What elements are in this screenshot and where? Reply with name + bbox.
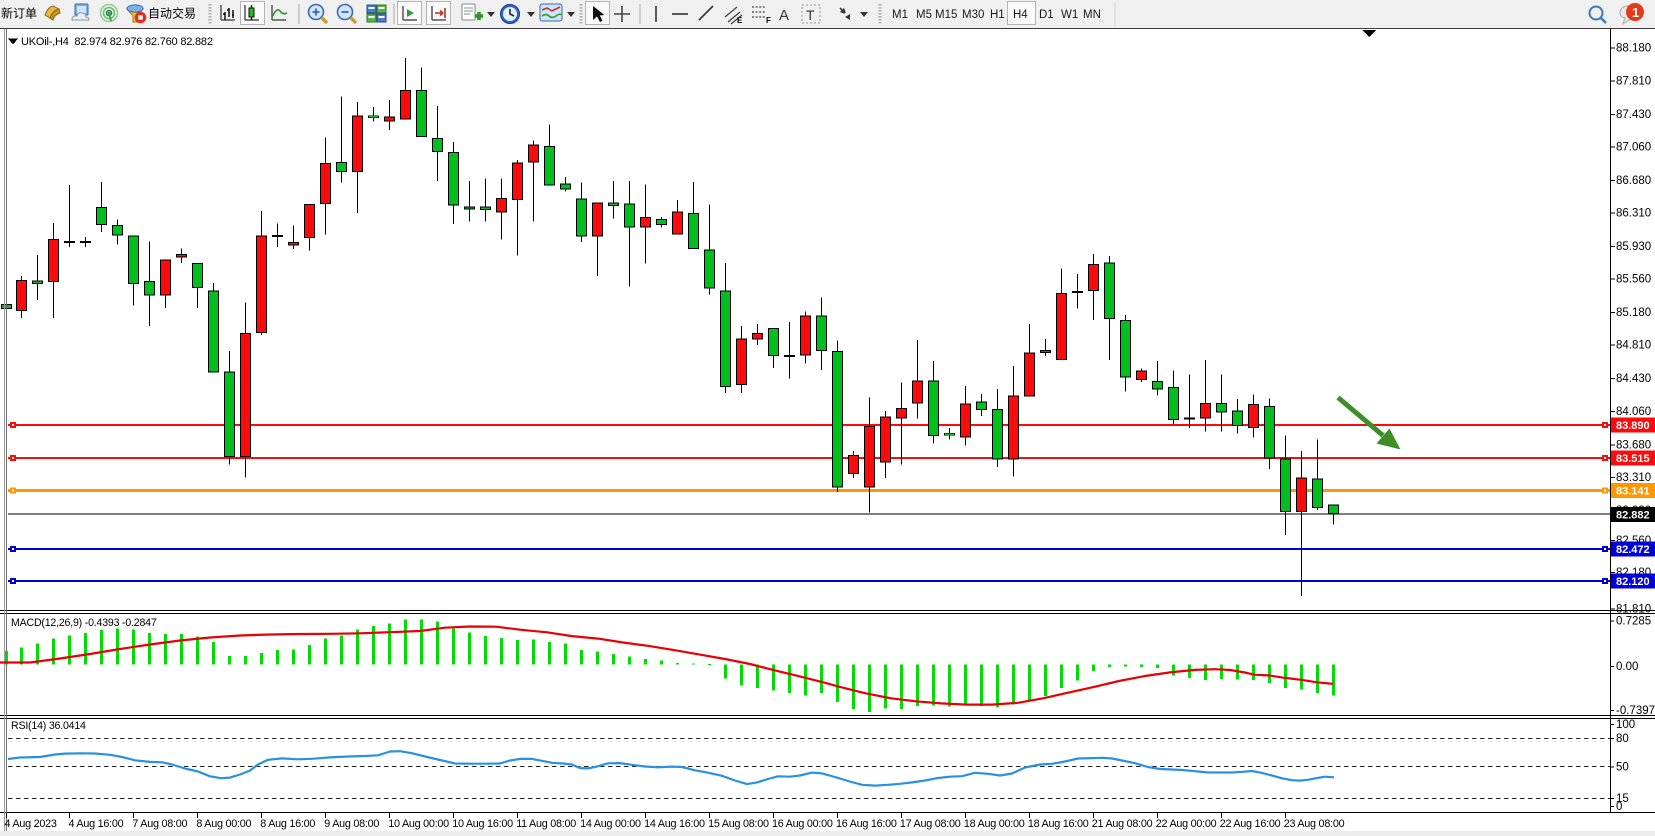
svg-text:82.120: 82.120 xyxy=(1616,576,1650,588)
svg-text:RSI(14) 36.0414: RSI(14) 36.0414 xyxy=(11,720,86,732)
svg-text:21 Aug 08:00: 21 Aug 08:00 xyxy=(1092,818,1153,830)
svg-text:UKOil-,H4 82.974 82.976 82.76: UKOil-,H4 82.974 82.976 82.760 82.882 xyxy=(21,36,213,48)
svg-text:84.060: 84.060 xyxy=(1616,406,1651,418)
svg-text:E: E xyxy=(737,16,743,25)
svg-text:22 Aug 16:00: 22 Aug 16:00 xyxy=(1220,818,1281,830)
svg-text:W1: W1 xyxy=(1061,9,1078,21)
svg-text:8 Aug 00:00: 8 Aug 00:00 xyxy=(196,818,251,830)
svg-text:87.430: 87.430 xyxy=(1616,109,1651,121)
svg-text:16 Aug 00:00: 16 Aug 00:00 xyxy=(772,818,833,830)
svg-text:M1: M1 xyxy=(892,9,908,21)
svg-text:15: 15 xyxy=(1616,793,1629,805)
svg-text:88.180: 88.180 xyxy=(1616,43,1651,55)
svg-text:85.560: 85.560 xyxy=(1616,274,1651,286)
svg-text:83.141: 83.141 xyxy=(1616,486,1650,498)
svg-text:MACD(12,26,9) -0.4393 -0.2847: MACD(12,26,9) -0.4393 -0.2847 xyxy=(11,617,157,629)
svg-text:16 Aug 16:00: 16 Aug 16:00 xyxy=(836,818,897,830)
svg-text:85.930: 85.930 xyxy=(1616,241,1651,253)
svg-text:18 Aug 00:00: 18 Aug 00:00 xyxy=(964,818,1025,830)
svg-text:17 Aug 08:00: 17 Aug 08:00 xyxy=(900,818,961,830)
svg-text:84.430: 84.430 xyxy=(1616,373,1651,385)
svg-text:7 Aug 08:00: 7 Aug 08:00 xyxy=(132,818,187,830)
svg-text:82.882: 82.882 xyxy=(1616,510,1650,522)
svg-text:D1: D1 xyxy=(1039,9,1054,21)
svg-text:11 Aug 08:00: 11 Aug 08:00 xyxy=(516,818,576,830)
svg-text:H1: H1 xyxy=(990,9,1005,21)
svg-text:14 Aug 16:00: 14 Aug 16:00 xyxy=(644,818,705,830)
svg-text:4 Aug 16:00: 4 Aug 16:00 xyxy=(69,818,124,830)
svg-text:10 Aug 16:00: 10 Aug 16:00 xyxy=(452,818,513,830)
svg-text:自动交易: 自动交易 xyxy=(148,6,196,21)
svg-text:18 Aug 16:00: 18 Aug 16:00 xyxy=(1028,818,1089,830)
svg-text:86.310: 86.310 xyxy=(1616,208,1651,220)
svg-text:-0.7397: -0.7397 xyxy=(1616,705,1655,717)
svg-text:M15: M15 xyxy=(935,9,957,21)
svg-text:22 Aug 00:00: 22 Aug 00:00 xyxy=(1156,818,1217,830)
svg-text:9 Aug 08:00: 9 Aug 08:00 xyxy=(324,818,379,830)
svg-text:83.310: 83.310 xyxy=(1616,472,1651,484)
svg-text:80: 80 xyxy=(1616,733,1629,745)
svg-text:0.00: 0.00 xyxy=(1616,661,1638,673)
svg-text:0.7285: 0.7285 xyxy=(1616,615,1651,627)
svg-text:新订单: 新订单 xyxy=(1,6,37,21)
svg-text:T: T xyxy=(806,7,815,23)
svg-text:85.180: 85.180 xyxy=(1616,307,1651,319)
svg-text:50: 50 xyxy=(1616,761,1629,773)
svg-text:86.680: 86.680 xyxy=(1616,175,1651,187)
svg-text:87.060: 87.060 xyxy=(1616,142,1651,154)
svg-text:14 Aug 00:00: 14 Aug 00:00 xyxy=(580,818,641,830)
svg-text:83.680: 83.680 xyxy=(1616,440,1651,452)
svg-text:H4: H4 xyxy=(1013,9,1028,21)
svg-text:83.515: 83.515 xyxy=(1616,453,1650,465)
svg-text:M5: M5 xyxy=(916,9,932,21)
svg-text:MN: MN xyxy=(1083,9,1101,21)
svg-text:23 Aug 08:00: 23 Aug 08:00 xyxy=(1284,818,1345,830)
svg-text:M30: M30 xyxy=(962,9,984,21)
svg-text:4 Aug 2023: 4 Aug 2023 xyxy=(5,818,57,830)
svg-text:83.890: 83.890 xyxy=(1616,420,1650,432)
svg-text:100: 100 xyxy=(1616,719,1635,731)
svg-text:10 Aug 00:00: 10 Aug 00:00 xyxy=(388,818,449,830)
svg-text:87.810: 87.810 xyxy=(1616,76,1651,88)
svg-text:1: 1 xyxy=(1632,5,1639,20)
svg-text:F: F xyxy=(766,16,771,25)
svg-text:84.810: 84.810 xyxy=(1616,340,1651,352)
svg-text:81.810: 81.810 xyxy=(1616,604,1651,616)
svg-text:8 Aug 16:00: 8 Aug 16:00 xyxy=(260,818,315,830)
svg-text:A: A xyxy=(779,7,789,24)
svg-text:0: 0 xyxy=(1616,801,1622,813)
svg-text:82.472: 82.472 xyxy=(1616,544,1650,556)
svg-text:15 Aug 08:00: 15 Aug 08:00 xyxy=(708,818,769,830)
